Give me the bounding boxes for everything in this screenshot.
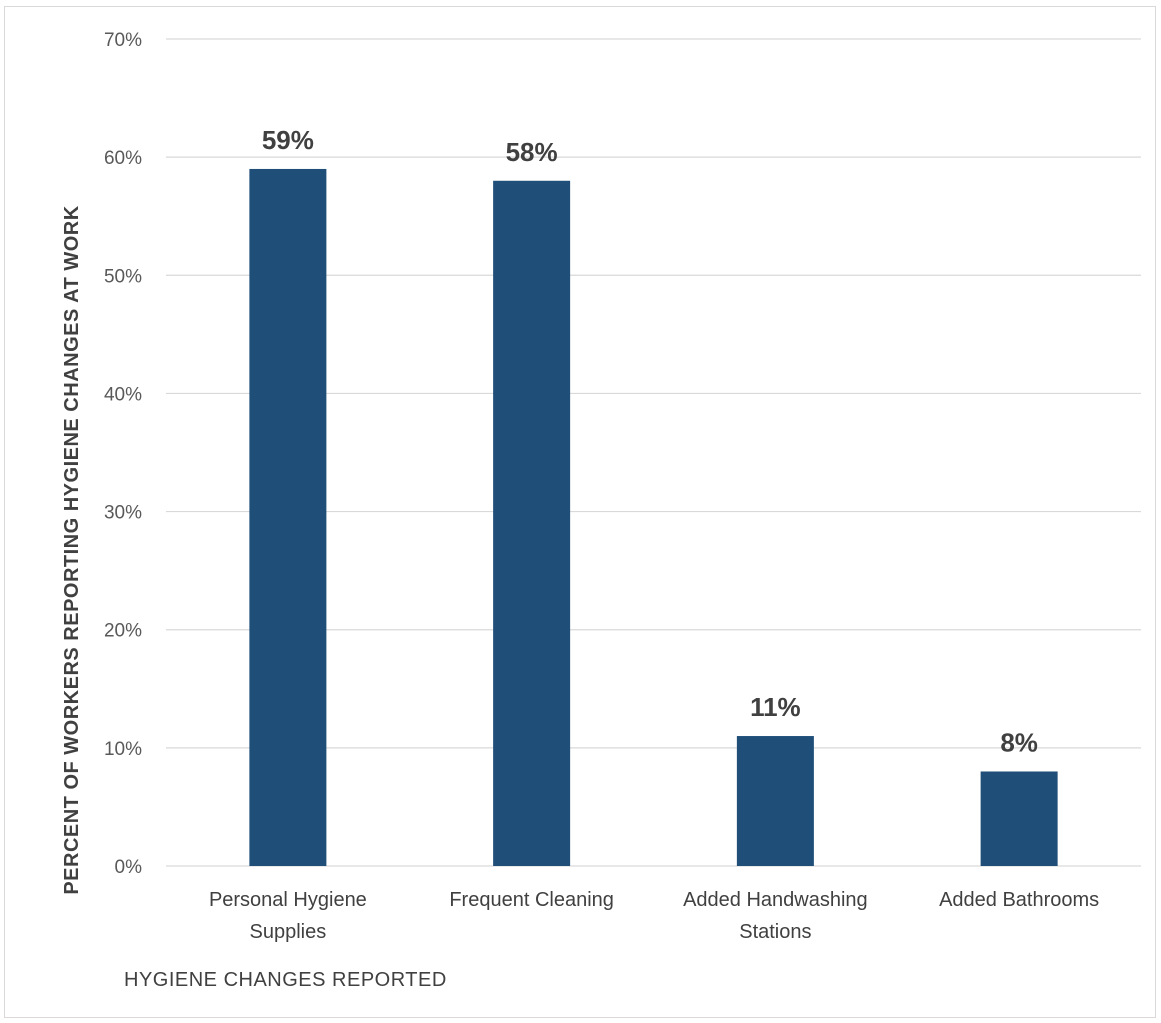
bar: [249, 168, 327, 866]
y-tick-label: 50%: [104, 266, 142, 287]
data-label: 59%: [262, 125, 314, 155]
data-labels: 59% 58% 11% 8%: [262, 125, 1038, 758]
x-axis-title: HYGIENE CHANGES REPORTED: [124, 969, 447, 991]
y-tick-label: 40%: [104, 384, 142, 405]
y-tick-label: 20%: [104, 621, 142, 642]
y-tick-label: 0%: [115, 857, 143, 878]
y-tick-label: 10%: [104, 739, 142, 760]
x-category-label: Personal Hygiene Supplies: [209, 889, 367, 943]
bar: [736, 736, 814, 866]
bars: [249, 168, 1058, 866]
data-label: 58%: [506, 137, 558, 167]
y-tick-label: 70%: [104, 30, 142, 51]
x-category-label: Added Bathrooms: [939, 889, 1099, 911]
y-axis-ticks: 0% 10% 20% 30% 40% 50% 60% 70%: [104, 30, 142, 878]
bar: [980, 771, 1058, 866]
y-tick-label: 30%: [104, 503, 142, 524]
y-axis-title: PERCENT OF WORKERS REPORTING HYGIENE CHA…: [61, 205, 83, 894]
x-category-label: Frequent Cleaning: [449, 889, 614, 911]
x-category-label: Added Handwashing Stations: [683, 889, 868, 943]
data-label: 8%: [1000, 727, 1038, 757]
gridlines: [166, 38, 1141, 867]
x-axis-categories: Personal Hygiene Supplies Frequent Cleanin…: [209, 889, 1099, 943]
data-label: 11%: [750, 692, 801, 722]
y-tick-label: 60%: [104, 148, 142, 169]
bar: [493, 180, 571, 866]
